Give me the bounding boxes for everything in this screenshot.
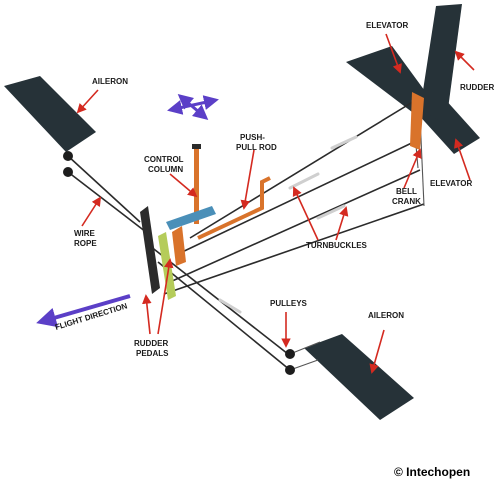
label-turnbuckles: TURNBUCKLES: [306, 241, 368, 250]
label-pulleys: PULLEYS: [270, 299, 308, 308]
label-aileron-right: AILERON: [368, 311, 404, 320]
label-bell-crank-line1: BELL: [396, 187, 417, 196]
label-control-column-line2: COLUMN: [148, 165, 183, 174]
label-elevator-top: ELEVATOR: [366, 21, 408, 30]
control-column: [166, 144, 216, 230]
left-elevator: [346, 46, 430, 112]
label-push-pull-rod-line2: PULL ROD: [236, 143, 277, 152]
credit-text: © Intechopen: [394, 465, 470, 479]
label-aileron-left: AILERON: [92, 77, 128, 86]
label-wire-rope-line1: WIRE: [74, 229, 96, 238]
push-pull-rod: [197, 176, 271, 240]
turnbuckle-marks: [218, 135, 358, 314]
label-bell-crank-line2: CRANK: [392, 197, 421, 206]
label-push-pull-rod-line1: PUSH-: [240, 133, 265, 142]
right-aileron: [304, 334, 414, 420]
left-aileron: [4, 76, 96, 152]
bell-crank: [410, 92, 424, 150]
label-elevator-right: ELEVATOR: [430, 179, 472, 188]
pulley-right-lower: [285, 365, 295, 375]
label-control-column-line1: CONTROL: [144, 155, 184, 164]
flight-direction-arrow: [36, 294, 131, 328]
rudder-fin: [420, 4, 462, 124]
rotation-arrows: [167, 94, 219, 120]
pulley-left-lower: [63, 167, 73, 177]
pulley-right-upper: [285, 349, 295, 359]
label-wire-rope-line2: ROPE: [74, 239, 97, 248]
pulley-left-upper: [63, 151, 73, 161]
callout-arrows: [76, 33, 475, 374]
pulleys: [63, 151, 295, 375]
label-rudder: RUDDER: [460, 83, 494, 92]
label-rudder-pedals-line1: RUDDER: [134, 339, 168, 348]
label-rudder-pedals-line2: PEDALS: [136, 349, 169, 358]
